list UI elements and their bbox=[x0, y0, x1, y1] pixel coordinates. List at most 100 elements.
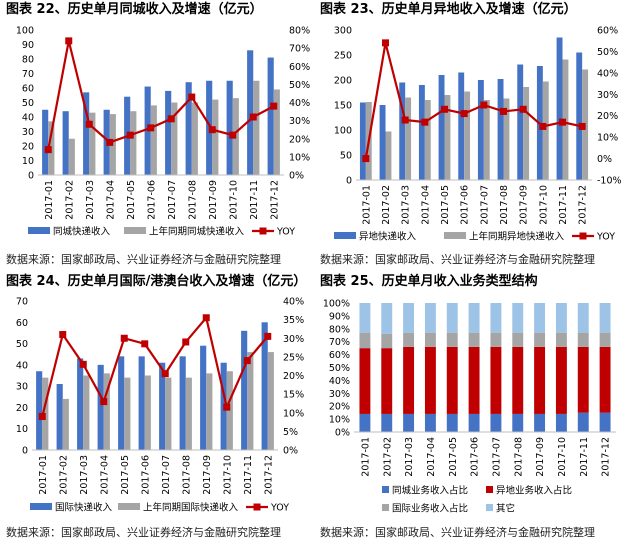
yoy-point bbox=[100, 398, 108, 406]
chart-panel-same-city: 图表 22、历史单月同城收入及增速（亿元） 0 10 20 30 40 50 60 70 80 9… bbox=[6, 0, 318, 270]
data-source: 数据来源：国家邮政局、兴业证券经济与金融研究院整理 bbox=[6, 526, 281, 539]
stacked-bar-segment bbox=[599, 412, 611, 432]
stacked-bar-segment bbox=[512, 303, 524, 333]
y-tick-label: 70% bbox=[329, 337, 350, 348]
yoy-point bbox=[519, 105, 527, 113]
y2-tick-label: 30% bbox=[283, 334, 304, 345]
yoy-point bbox=[44, 146, 52, 154]
x-tick-label: 2017-12 bbox=[578, 185, 589, 225]
yoy-point bbox=[249, 113, 257, 121]
stacked-bar-segment bbox=[555, 413, 567, 432]
bar-prior-year bbox=[150, 105, 157, 175]
y-tick-label: 0 bbox=[28, 171, 34, 182]
yoy-point bbox=[208, 126, 216, 134]
stacked-bar-segment bbox=[424, 346, 436, 414]
legend-swatch bbox=[28, 227, 50, 234]
yoy-point bbox=[38, 412, 46, 420]
stacked-bar-segment bbox=[490, 332, 502, 347]
x-tick-label: 2017-07 bbox=[161, 455, 172, 495]
yoy-point bbox=[559, 118, 566, 126]
chart-panel-structure: 图表 25、历史单月收入业务类型结构 0% 10% 20% 30% 40% 50% 60% 7… bbox=[320, 272, 632, 544]
yoy-point bbox=[441, 105, 448, 113]
stacked-bar-segment bbox=[446, 303, 458, 333]
stacked-bar-segment bbox=[534, 332, 546, 347]
x-tick-label: 2017-10 bbox=[228, 180, 239, 220]
x-tick-label: 2017-04 bbox=[105, 180, 116, 220]
y-tick-label: 0 bbox=[346, 176, 352, 187]
stacked-bar-segment bbox=[512, 346, 524, 414]
legend-swatch bbox=[382, 504, 389, 511]
bar-current bbox=[247, 50, 254, 175]
bar-current bbox=[576, 52, 583, 180]
yoy-point bbox=[167, 115, 175, 123]
stacked-bar-segment bbox=[403, 332, 415, 347]
y2-tick-label: 30% bbox=[597, 90, 618, 101]
stacked-bar-segment bbox=[490, 303, 502, 333]
stacked-bar-segment bbox=[359, 413, 371, 432]
x-tick-label: 2017-12 bbox=[269, 180, 280, 220]
y-tick-label: 50 bbox=[340, 151, 352, 162]
y2-tick-label: 40% bbox=[597, 68, 618, 79]
bar-current bbox=[36, 371, 43, 450]
yoy-point bbox=[65, 37, 73, 45]
y-tick-label: 40% bbox=[329, 376, 350, 387]
stacked-bar-segment bbox=[555, 346, 567, 414]
legend-label: 异地快递收入 bbox=[359, 231, 417, 243]
x-tick-label: 2017-06 bbox=[460, 185, 471, 225]
legend-marker bbox=[579, 232, 587, 240]
y-tick-label: 10 bbox=[16, 424, 28, 435]
chart-title: 图表 25、历史单月收入业务类型结构 bbox=[320, 274, 538, 289]
x-tick-label: 2017-02 bbox=[64, 180, 75, 220]
y2-tick-label: 50% bbox=[597, 47, 618, 58]
stacked-bar-segment bbox=[577, 332, 589, 347]
yoy-point bbox=[229, 131, 237, 139]
bar-prior-year bbox=[185, 377, 192, 450]
yoy-line bbox=[41, 315, 269, 417]
stacked-bar-segment bbox=[446, 413, 458, 432]
yoy-point bbox=[223, 403, 231, 411]
bar-current bbox=[379, 105, 386, 180]
bar-prior-year bbox=[273, 89, 280, 175]
y2-tick-label: 30% bbox=[289, 116, 310, 127]
x-tick-label: 2017-11 bbox=[243, 455, 254, 495]
stacked-bar-segment bbox=[359, 332, 371, 349]
stacked-bar-segment bbox=[468, 303, 480, 333]
x-tick-label: 2017-01 bbox=[38, 455, 49, 495]
data-source: 数据来源：国家邮政局、兴业证券经济与金融研究院整理 bbox=[320, 253, 595, 266]
bar-current bbox=[226, 80, 233, 175]
y2-tick-label: 25% bbox=[283, 352, 304, 363]
yoy-point bbox=[270, 102, 278, 110]
y2-tick-label: 15% bbox=[283, 390, 304, 401]
bar-prior-year bbox=[503, 98, 510, 180]
stacked-bar-segment bbox=[599, 346, 611, 413]
legend-label: 同城快递收入 bbox=[53, 226, 111, 238]
bar-current bbox=[56, 384, 63, 450]
x-tick-label: 2017-10 bbox=[222, 455, 233, 495]
bar-current bbox=[458, 72, 465, 180]
bar-current bbox=[267, 57, 274, 175]
bar-prior-year bbox=[385, 131, 392, 180]
x-tick-label: 2017-09 bbox=[208, 180, 219, 220]
x-tick-label: 2017-07 bbox=[491, 437, 502, 477]
y-tick-label: 300 bbox=[334, 26, 352, 37]
yoy-point bbox=[480, 101, 488, 109]
x-tick-label: 2017-04 bbox=[426, 437, 437, 477]
y-tick-label: 10 bbox=[22, 156, 34, 167]
bar-current bbox=[165, 90, 172, 175]
bar-current bbox=[438, 75, 445, 180]
legend-label: 国际快递收入 bbox=[55, 502, 113, 514]
stacked-bar-segment bbox=[381, 413, 393, 432]
y2-tick-label: 60% bbox=[597, 26, 618, 37]
stacked-bar-segment bbox=[534, 413, 546, 432]
yoy-point bbox=[202, 314, 210, 322]
stacked-bar-segment bbox=[577, 346, 589, 413]
x-tick-label: 2017-05 bbox=[440, 185, 451, 225]
yoy-point bbox=[539, 122, 547, 130]
stacked-bar-segment bbox=[490, 413, 502, 432]
bar-prior-year bbox=[267, 352, 274, 450]
legend-swatch bbox=[124, 227, 146, 234]
y2-tick-label: 40% bbox=[289, 98, 310, 109]
chart-title: 图表 22、历史单月同城收入及增速（亿元） bbox=[6, 2, 263, 17]
x-tick-label: 2017-10 bbox=[557, 437, 568, 477]
y-tick-label: 80% bbox=[329, 324, 350, 335]
